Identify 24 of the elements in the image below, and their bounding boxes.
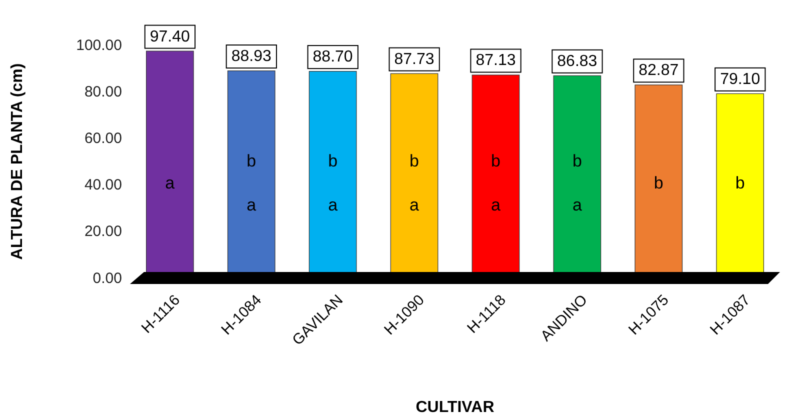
data-label: 88.70 <box>312 48 353 66</box>
y-axis-title: ALTURA DE PLANTA (cm) <box>9 63 26 260</box>
data-label: 87.13 <box>476 52 516 70</box>
text: b a <box>572 152 582 216</box>
data-label: 79.10 <box>720 70 760 88</box>
y-tick-label: 40.00 <box>84 176 122 194</box>
text: b a <box>328 152 338 216</box>
y-tick-label: 100.00 <box>76 36 122 54</box>
data-label: 88.93 <box>231 48 272 66</box>
data-label: 87.73 <box>394 50 434 68</box>
text: b a <box>246 152 256 216</box>
data-label: 82.87 <box>638 62 679 80</box>
data-label: 97.40 <box>150 28 190 46</box>
y-tick-label: 0.00 <box>92 270 122 287</box>
data-label: 86.83 <box>557 52 598 70</box>
y-tick-label: 60.00 <box>84 130 122 147</box>
y-tick-label: 80.00 <box>84 83 122 100</box>
annotation: a <box>165 174 176 194</box>
text: b a <box>490 152 500 216</box>
x-axis-title: CULTIVAR <box>416 399 495 416</box>
text: b a <box>410 152 420 216</box>
annotation: b <box>654 174 664 194</box>
y-tick-label: 20.00 <box>84 223 122 240</box>
annotation: b <box>735 174 745 194</box>
